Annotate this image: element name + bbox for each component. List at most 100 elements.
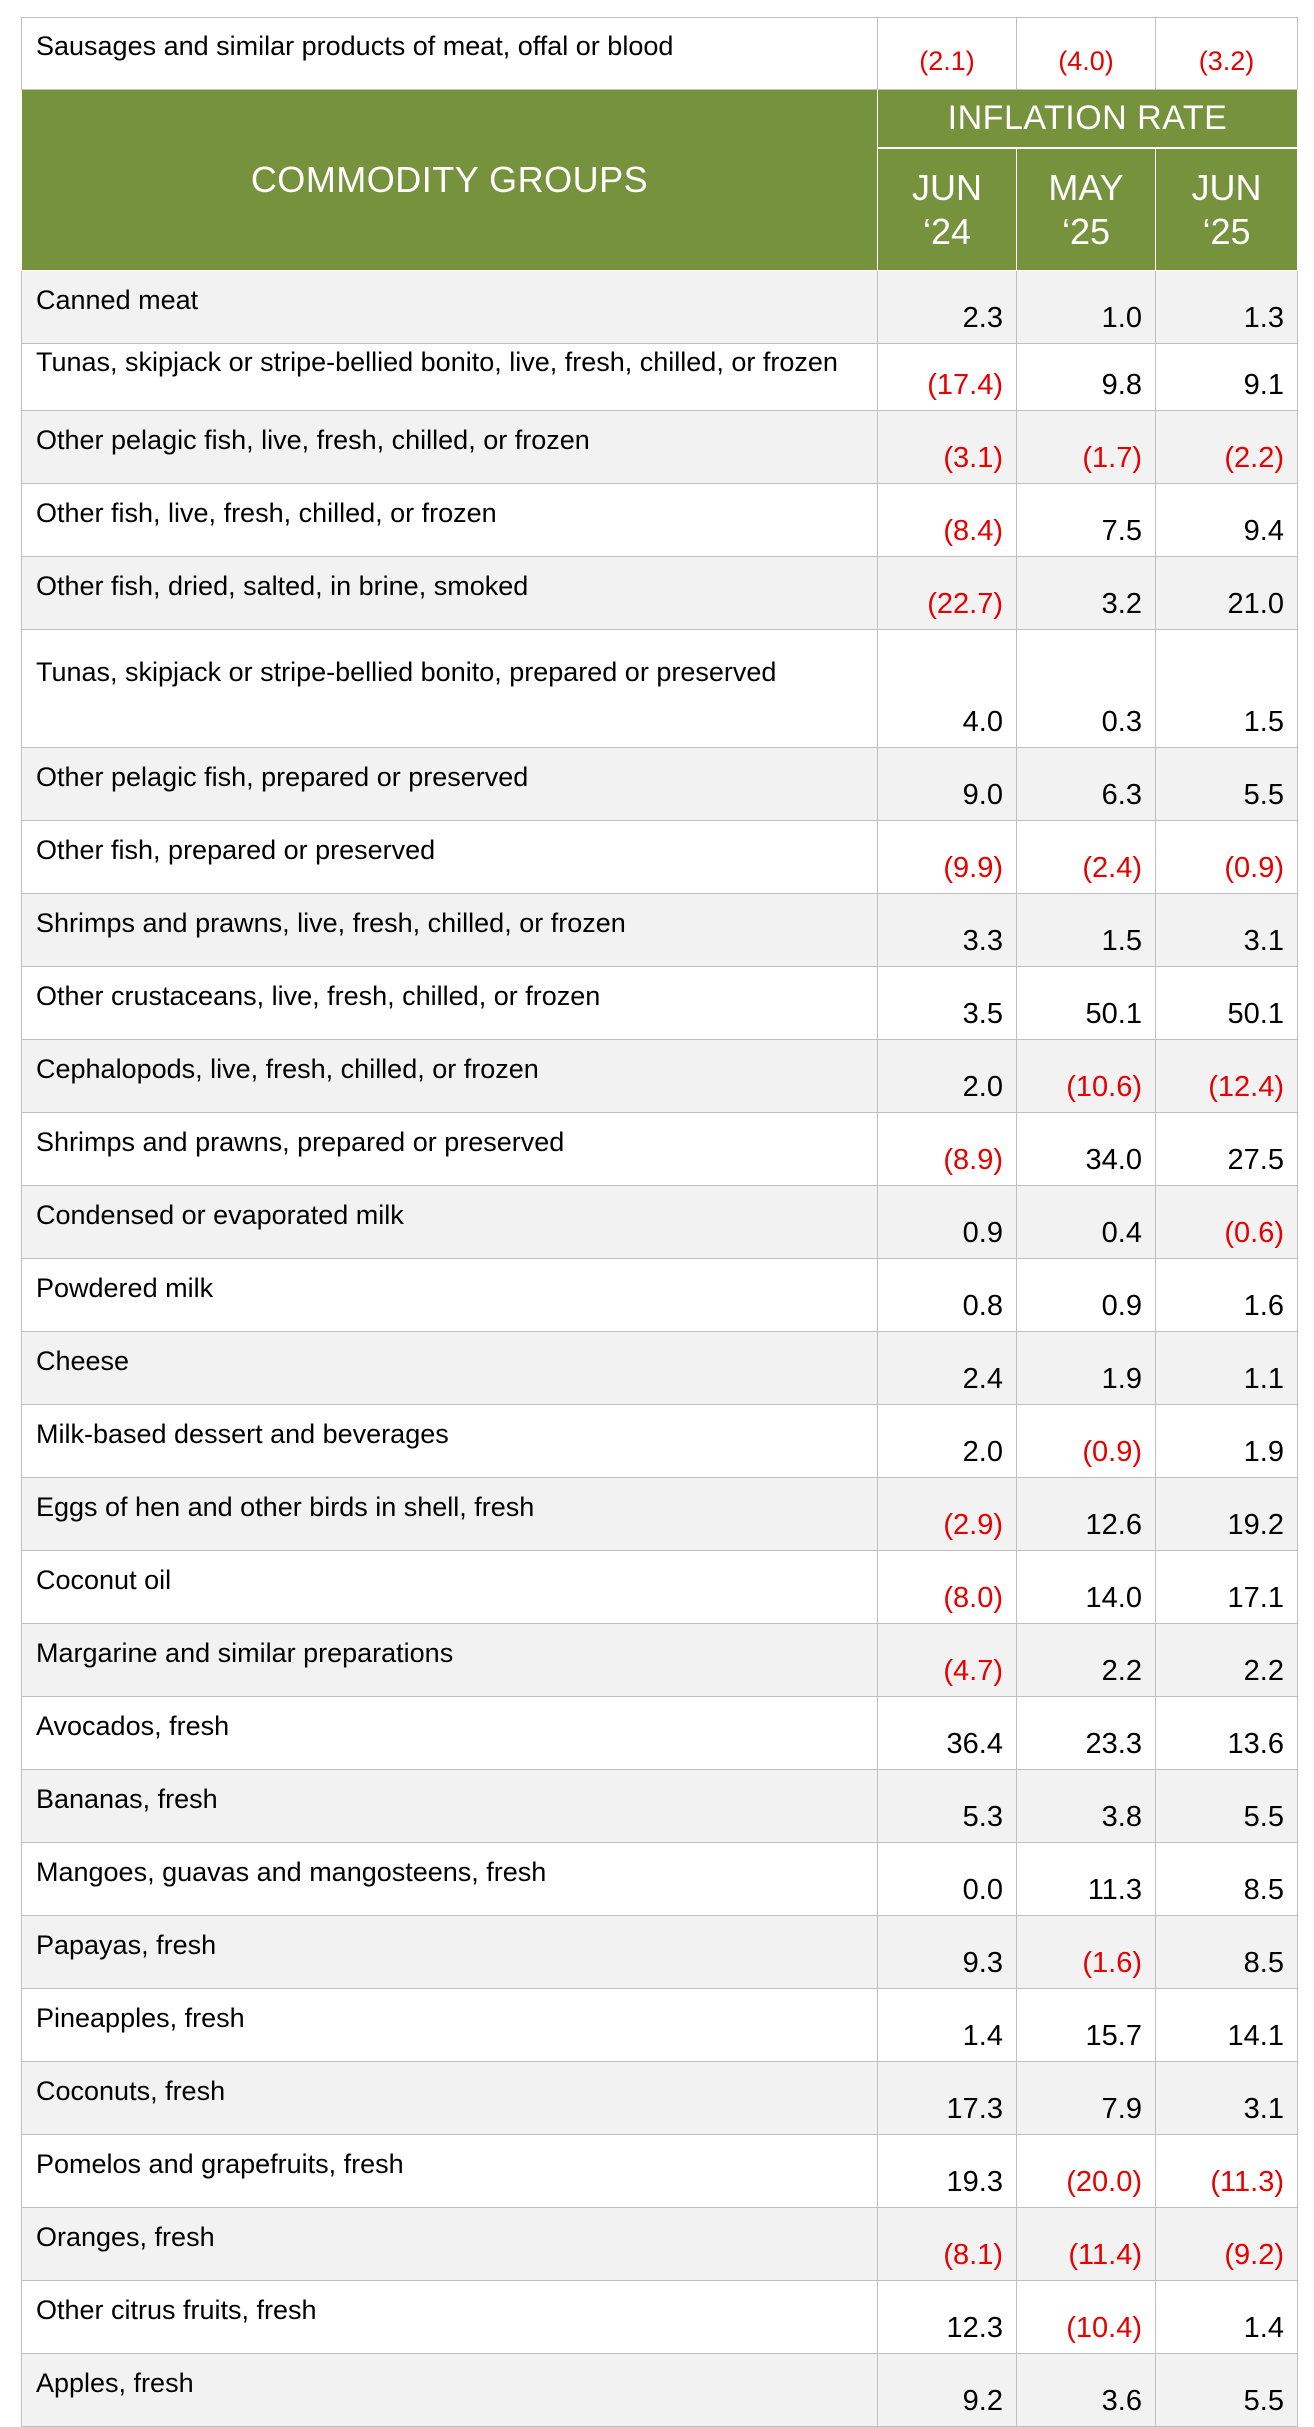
commodity-label: Papayas, fresh xyxy=(21,1915,878,1989)
value-jun24: 5.3 xyxy=(877,1769,1017,1843)
value-jun25: 14.1 xyxy=(1155,1988,1298,2062)
value-may25: 12.6 xyxy=(1016,1477,1156,1551)
value-may25: (11.4) xyxy=(1016,2207,1156,2281)
value-may25: (1.6) xyxy=(1016,1915,1156,1989)
table-row: Cephalopods, live, fresh, chilled, or fr… xyxy=(21,1039,1298,1113)
commodity-groups-header: COMMODITY GROUPS xyxy=(21,89,878,271)
value-jun24: (4.7) xyxy=(877,1623,1017,1697)
value-jun25: 1.4 xyxy=(1155,2280,1298,2354)
commodity-label: Pineapples, fresh xyxy=(21,1988,878,2062)
commodity-label: Cheese xyxy=(21,1331,878,1405)
value-jun25: 2.2 xyxy=(1155,1623,1298,1697)
commodity-label: Sausages and similar products of meat, o… xyxy=(21,17,878,90)
value-jun25: 8.5 xyxy=(1155,1842,1298,1916)
table-row: Canned meat 2.3 1.0 1.3 xyxy=(21,270,1298,344)
value-jun25: 1.1 xyxy=(1155,1331,1298,1405)
value-jun24: 0.0 xyxy=(877,1842,1017,1916)
value-may25: 3.6 xyxy=(1016,2353,1156,2427)
value-jun24: 2.3 xyxy=(877,270,1017,344)
value-jun24: 2.4 xyxy=(877,1331,1017,1405)
period-header-jun24: JUN ‘24 xyxy=(877,147,1017,272)
table-row: Coconut oil (8.0) 14.0 17.1 xyxy=(21,1550,1298,1624)
value-jun25: (3.2) xyxy=(1155,17,1298,90)
table-row: Apples, fresh 9.2 3.6 5.5 xyxy=(21,2353,1298,2427)
value-may25: 1.9 xyxy=(1016,1331,1156,1405)
inflation-rate-header: INFLATION RATE xyxy=(877,89,1298,150)
commodity-label: Cephalopods, live, fresh, chilled, or fr… xyxy=(21,1039,878,1113)
table-row: Other crustaceans, live, fresh, chilled,… xyxy=(21,966,1298,1040)
table-row: Condensed or evaporated milk 0.9 0.4 (0.6) xyxy=(21,1185,1298,1259)
value-jun24: 4.0 xyxy=(877,629,1017,748)
value-jun25: 21.0 xyxy=(1155,556,1298,630)
commodity-label: Other pelagic fish, prepared or preserve… xyxy=(21,747,878,821)
value-jun25: 5.5 xyxy=(1155,2353,1298,2427)
value-may25: 0.3 xyxy=(1016,629,1156,748)
value-may25: 6.3 xyxy=(1016,747,1156,821)
table-row: Margarine and similar preparations (4.7) 2… xyxy=(21,1623,1298,1697)
table-row: Shrimps and prawns, prepared or preserve… xyxy=(21,1112,1298,1186)
value-jun24: 19.3 xyxy=(877,2134,1017,2208)
value-may25: (10.4) xyxy=(1016,2280,1156,2354)
table-row: Mangoes, guavas and mangosteens, fresh 0.… xyxy=(21,1842,1298,1916)
commodity-label: Coconuts, fresh xyxy=(21,2061,878,2135)
value-may25: 14.0 xyxy=(1016,1550,1156,1624)
commodity-label: Coconut oil xyxy=(21,1550,878,1624)
period-year: ‘25 xyxy=(1061,210,1111,252)
value-may25: 34.0 xyxy=(1016,1112,1156,1186)
value-may25: 2.2 xyxy=(1016,1623,1156,1697)
inflation-table-container: Sausages and similar products of meat, o… xyxy=(21,17,1298,2427)
table-row: Powdered milk 0.8 0.9 1.6 xyxy=(21,1258,1298,1332)
value-jun25: (0.9) xyxy=(1155,820,1298,894)
table-row: Cheese 2.4 1.9 1.1 xyxy=(21,1331,1298,1405)
table-row: Other citrus fruits, fresh 12.3 (10.4) 1.4 xyxy=(21,2280,1298,2354)
value-jun24: 9.2 xyxy=(877,2353,1017,2427)
value-jun24: (8.1) xyxy=(877,2207,1017,2281)
commodity-label: Powdered milk xyxy=(21,1258,878,1332)
value-jun24: (8.9) xyxy=(877,1112,1017,1186)
value-jun25: 27.5 xyxy=(1155,1112,1298,1186)
value-may25: 11.3 xyxy=(1016,1842,1156,1916)
table-row: Bananas, fresh 5.3 3.8 5.5 xyxy=(21,1769,1298,1843)
table-row: Eggs of hen and other birds in shell, fr… xyxy=(21,1477,1298,1551)
value-jun25: 9.1 xyxy=(1155,343,1298,411)
value-may25: 7.9 xyxy=(1016,2061,1156,2135)
table-row: Other fish, prepared or preserved (9.9) (2… xyxy=(21,820,1298,894)
value-jun24: (17.4) xyxy=(877,343,1017,411)
value-jun24: (3.1) xyxy=(877,410,1017,484)
value-jun24: 0.8 xyxy=(877,1258,1017,1332)
value-may25: (2.4) xyxy=(1016,820,1156,894)
period-month: JUN xyxy=(912,166,982,208)
value-jun25: (11.3) xyxy=(1155,2134,1298,2208)
value-may25: 0.4 xyxy=(1016,1185,1156,1259)
commodity-label: Tunas, skipjack or stripe-bellied bonito… xyxy=(21,343,878,411)
table-row: Other fish, live, fresh, chilled, or fro… xyxy=(21,483,1298,557)
value-jun25: 50.1 xyxy=(1155,966,1298,1040)
value-may25: (1.7) xyxy=(1016,410,1156,484)
commodity-label: Eggs of hen and other birds in shell, fr… xyxy=(21,1477,878,1551)
value-jun24: (8.4) xyxy=(877,483,1017,557)
value-jun24: 9.0 xyxy=(877,747,1017,821)
value-jun24: 2.0 xyxy=(877,1404,1017,1478)
commodity-label: Other fish, dried, salted, in brine, smo… xyxy=(21,556,878,630)
value-jun25: (2.2) xyxy=(1155,410,1298,484)
value-may25: 9.8 xyxy=(1016,343,1156,411)
commodity-label: Canned meat xyxy=(21,270,878,344)
value-may25: 3.2 xyxy=(1016,556,1156,630)
commodity-label: Avocados, fresh xyxy=(21,1696,878,1770)
value-may25: 15.7 xyxy=(1016,1988,1156,2062)
period-month: MAY xyxy=(1048,166,1124,208)
value-may25: (0.9) xyxy=(1016,1404,1156,1478)
value-jun25: 17.1 xyxy=(1155,1550,1298,1624)
table-row: Other fish, dried, salted, in brine, smo… xyxy=(21,556,1298,630)
inflation-table: Sausages and similar products of meat, o… xyxy=(21,17,1298,2427)
value-jun25: 5.5 xyxy=(1155,1769,1298,1843)
value-may25: 23.3 xyxy=(1016,1696,1156,1770)
commodity-label: Other citrus fruits, fresh xyxy=(21,2280,878,2354)
header-row-1: COMMODITY GROUPS INFLATION RATE xyxy=(21,89,1298,271)
value-jun25: (9.2) xyxy=(1155,2207,1298,2281)
commodity-label: Milk-based dessert and beverages xyxy=(21,1404,878,1478)
period-month: JUN xyxy=(1191,166,1262,208)
commodity-label: Margarine and similar preparations xyxy=(21,1623,878,1697)
value-jun24: 12.3 xyxy=(877,2280,1017,2354)
commodity-label: Apples, fresh xyxy=(21,2353,878,2427)
